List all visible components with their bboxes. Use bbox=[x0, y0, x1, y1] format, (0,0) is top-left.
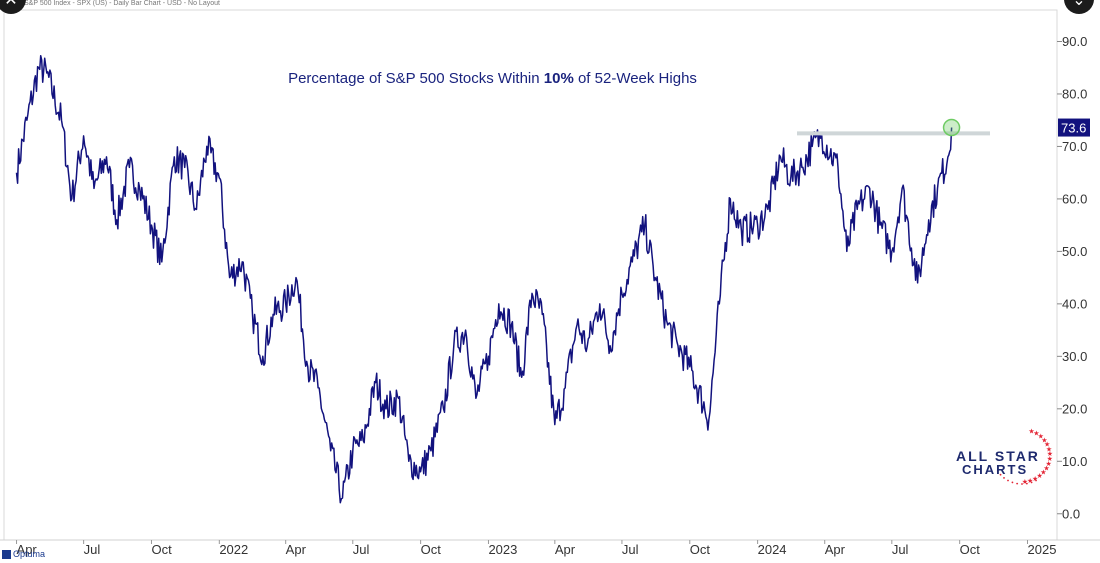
logo-line-2: CHARTS bbox=[962, 462, 1029, 477]
x-tick-label: 2022 bbox=[219, 542, 248, 557]
y-tick-label: 40.0 bbox=[1062, 296, 1087, 311]
x-tick-label: Apr bbox=[17, 542, 38, 557]
logo-star-icon: ★ bbox=[1027, 477, 1033, 485]
y-tick-label: 20.0 bbox=[1062, 401, 1087, 416]
logo-star-icon: ★ bbox=[1033, 430, 1039, 438]
close-icon[interactable]: ✕ bbox=[0, 0, 26, 14]
logo-dot bbox=[1025, 482, 1028, 485]
y-axis: 90.0 80.0 70.0 60.0 50.0 40.0 30.0 20.0 10.0 0.0 bbox=[0, 9, 1100, 541]
logo-star-icon: ★ bbox=[1028, 428, 1034, 436]
logo-dot bbox=[996, 470, 999, 472]
logo-dot bbox=[1030, 481, 1033, 484]
x-tick-label: Apr bbox=[555, 542, 576, 557]
y-tick-label: 10.0 bbox=[1062, 454, 1087, 469]
logo-dot bbox=[1021, 483, 1023, 485]
series-layer bbox=[15, 54, 953, 504]
logo-line-1: ALL STAR bbox=[956, 448, 1040, 464]
logo-star-icon: ★ bbox=[1032, 475, 1038, 483]
y-tick-label: 60.0 bbox=[1062, 191, 1087, 206]
x-tick-label: Oct bbox=[690, 542, 711, 557]
logo-star-icon: ★ bbox=[1036, 472, 1042, 480]
chart-title: Percentage of S&P 500 Stocks Within 10% … bbox=[0, 70, 985, 87]
logo-dot bbox=[999, 473, 1002, 476]
last-value-badge bbox=[1058, 118, 1090, 137]
x-tick-label: Oct bbox=[960, 542, 981, 557]
logo-dot bbox=[1011, 481, 1014, 484]
chart-title-suffix: of 52-Week Highs bbox=[573, 70, 697, 87]
y-tick-label: 50.0 bbox=[1062, 244, 1087, 259]
x-tick-label: Jul bbox=[622, 542, 639, 557]
y-tick-label: 80.0 bbox=[1062, 86, 1087, 101]
x-tick-label: Oct bbox=[421, 542, 442, 557]
optuma-brand-text: Optuma bbox=[13, 549, 46, 559]
x-tick-label: Jul bbox=[353, 542, 370, 557]
logo-dot bbox=[1003, 477, 1005, 479]
chart-title-prefix: Percentage of S&P 500 Stocks Within bbox=[288, 70, 544, 87]
logo-star-icon: ★ bbox=[1045, 460, 1051, 468]
logo-star-icon: ★ bbox=[1043, 465, 1049, 473]
x-tick-label: Apr bbox=[286, 542, 307, 557]
logo-star-icon: ★ bbox=[1046, 445, 1052, 453]
logo-star-icon: ★ bbox=[1047, 455, 1053, 463]
x-tick-label: Jul bbox=[84, 542, 101, 557]
x-tick-label: Apr bbox=[825, 542, 846, 557]
y-tick-label: 0.0 bbox=[1062, 506, 1080, 521]
overlay-layer: 73.6 bbox=[797, 118, 1090, 137]
y-tick-label: 70.0 bbox=[1062, 139, 1087, 154]
x-tick-label: 2024 bbox=[758, 542, 787, 557]
x-axis: Apr Jul Oct 2022 Apr Jul Oct 2023 Apr Jul Oct 2024 A… bbox=[16, 540, 1057, 557]
logo-star-icon: ★ bbox=[1040, 469, 1046, 477]
x-tick-label: 2023 bbox=[488, 542, 517, 557]
x-tick-label: 2025 bbox=[1028, 542, 1057, 557]
all-star-charts-logo: ★ ★ ★ ★ ★ ★ ★ ★ ★ ★ ★ ★ ★ ★ ★ ALL STAR CHARTS bbox=[948, 428, 1060, 490]
logo-star-icon: ★ bbox=[1044, 441, 1050, 449]
series-line bbox=[15, 54, 953, 504]
logo-star-icon: ★ bbox=[1041, 436, 1047, 444]
highlight-circle bbox=[942, 118, 961, 137]
x-tick-label: Jul bbox=[892, 542, 909, 557]
y-tick-label: 30.0 bbox=[1062, 349, 1087, 364]
chart-title-bold: 10% bbox=[543, 70, 574, 87]
optuma-brand: Optuma bbox=[2, 549, 45, 559]
chevron-icon[interactable]: ⌄ bbox=[1064, 0, 1094, 14]
logo-stars-icon: ★★★★★★★★★★★★★★★ bbox=[996, 428, 1053, 486]
logo-dot bbox=[1016, 482, 1019, 485]
logo-star-icon: ★ bbox=[1047, 450, 1053, 458]
x-tick-label: Oct bbox=[151, 542, 172, 557]
logo-dot bbox=[1007, 479, 1009, 482]
chart-header-text: S&P 500 Index - SPX (US) - Daily Bar Cha… bbox=[24, 0, 220, 7]
logo-dot bbox=[1035, 479, 1037, 482]
plot-frame bbox=[3, 9, 1058, 541]
logo-star-icon: ★ bbox=[1038, 433, 1044, 441]
logo-star-icon: ★ bbox=[1022, 478, 1028, 486]
y-tick-label: 90.0 bbox=[1062, 34, 1087, 49]
optuma-logo-icon bbox=[2, 549, 11, 559]
last-value-label: 73.6 bbox=[1061, 121, 1086, 136]
